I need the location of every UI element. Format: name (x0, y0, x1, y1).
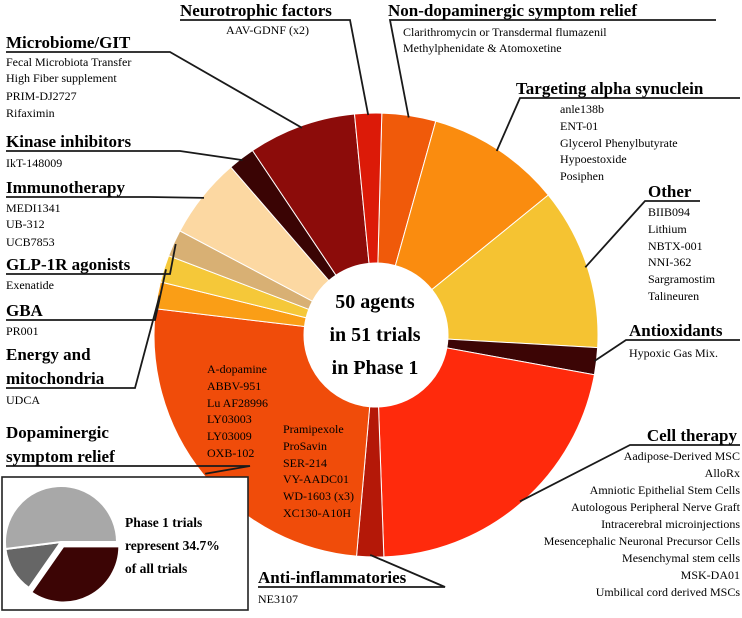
agent-label: NE3107 (258, 592, 298, 606)
category-label-antioxidants: Antioxidants (629, 321, 723, 340)
agent-label: Hypoxic Gas Mix. (629, 346, 718, 360)
agent-label: OXB-102 (207, 446, 254, 460)
agent-label: anle138b (560, 102, 604, 116)
agent-label: LY03003 (207, 412, 252, 426)
category-label-energy-line1: Energy and (6, 345, 91, 364)
category-label-nondopaminergic: Non-dopaminergic symptom relief (388, 1, 637, 20)
agent-label: Hypoestoxide (560, 152, 627, 166)
category-label-cell-therapy: Cell therapy (647, 426, 738, 445)
agent-label: High Fiber supplement (6, 71, 117, 85)
agent-label: BIIB094 (648, 205, 690, 219)
agent-label: Rifaximin (6, 106, 55, 120)
leader-line (180, 19, 370, 116)
agent-label: Mesencephalic Neuronal Precursor Cells (544, 534, 741, 548)
agent-label: XC130-A10H (283, 506, 351, 520)
agent-label: NNI-362 (648, 255, 691, 269)
category-label-alpha-synuclein: Targeting alpha synuclein (516, 79, 704, 98)
category-label-glp1r: GLP-1R agonists (6, 255, 131, 274)
agent-label: PR001 (6, 324, 39, 338)
inset-line-3: of all trials (125, 561, 187, 576)
agent-label: VY-AADC01 (283, 472, 349, 486)
agent-label: Intracerebral microinjections (601, 517, 740, 531)
agent-label: Fecal Microbiota Transfer (6, 55, 131, 69)
agent-label: AAV-GDNF (x2) (226, 23, 309, 37)
agent-label: WD-1603 (x3) (283, 489, 354, 503)
inset-line-1: Phase 1 trials (125, 515, 202, 530)
agent-label: ProSavin (283, 439, 327, 453)
inset-line-2: represent 34.7% (125, 538, 220, 553)
agent-label: PRIM-DJ2727 (6, 89, 77, 103)
agent-label: Aadipose-Derived MSC (624, 449, 740, 463)
leader-line (6, 51, 303, 129)
agent-label: Clarithromycin or Transdermal flumazenil (403, 25, 607, 39)
agent-label: Mesenchymal stem cells (622, 551, 740, 565)
center-line-3: in Phase 1 (332, 357, 419, 379)
agent-label: Lu AF28996 (207, 396, 268, 410)
agent-label: UB-312 (6, 217, 45, 231)
leader-line (6, 269, 167, 321)
category-label-kinase: Kinase inhibitors (6, 132, 132, 151)
agent-label: UDCA (6, 393, 40, 407)
agent-label: Exenatide (6, 278, 54, 292)
category-label-neurotrophic: Neurotrophic factors (180, 1, 332, 20)
agent-label: Talineuren (648, 289, 699, 303)
leader-line (495, 97, 740, 152)
category-label-energy-line2: mitochondria (6, 369, 105, 388)
center-line-1: 50 agents (335, 291, 415, 313)
agent-label: NBTX-001 (648, 239, 703, 253)
donut-hole (304, 263, 448, 407)
leader-line (594, 339, 740, 362)
center-line-2: in 51 trials (329, 324, 420, 346)
leader-line (6, 465, 251, 475)
agent-label: MSK-DA01 (681, 568, 740, 582)
category-label-dopaminergic-line2: symptom relief (6, 447, 115, 466)
agent-label: Methylphenidate & Atomoxetine (403, 41, 562, 55)
leader-line (388, 19, 716, 118)
agent-label: IkT-148009 (6, 156, 62, 170)
category-label-gba: GBA (6, 301, 44, 320)
category-label-immunotherapy: Immunotherapy (6, 178, 126, 197)
agent-label: Umbilical cord derived MSCs (596, 585, 741, 599)
agent-label: Glycerol Phenylbutyrate (560, 136, 678, 150)
agent-label: LY03009 (207, 429, 252, 443)
inset-slice (29, 545, 121, 604)
agent-label: ENT-01 (560, 119, 598, 133)
agent-label: Amniotic Epithelial Stem Cells (590, 483, 741, 497)
agent-label: ABBV-951 (207, 379, 261, 393)
agent-label: Autologous Peripheral Nerve Graft (571, 500, 741, 514)
category-label-dopaminergic-line1: Dopaminergic (6, 423, 109, 442)
leader-line (6, 196, 205, 199)
leader-line (6, 243, 177, 275)
category-label-other: Other (648, 182, 692, 201)
agent-label: Posiphen (560, 169, 604, 183)
category-label-microbiome: Microbiome/GIT (6, 33, 131, 52)
agent-label: AlloRx (705, 466, 740, 480)
agent-label: A-dopamine (207, 362, 267, 376)
agent-label: Sargramostim (648, 272, 716, 286)
leader-line (519, 444, 740, 503)
agent-label: SER-214 (283, 456, 327, 470)
leader-line (6, 150, 243, 161)
leader-line (584, 200, 700, 268)
category-label-anti-inflammatories: Anti-inflammatories (258, 568, 407, 587)
agent-label: MEDI1341 (6, 201, 61, 215)
leader-line (258, 554, 446, 588)
leader-line (6, 295, 161, 389)
inset-slice (4, 485, 119, 551)
agent-label: UCB7853 (6, 235, 55, 249)
agent-label: Pramipexole (283, 422, 344, 436)
agent-label: Lithium (648, 222, 687, 236)
